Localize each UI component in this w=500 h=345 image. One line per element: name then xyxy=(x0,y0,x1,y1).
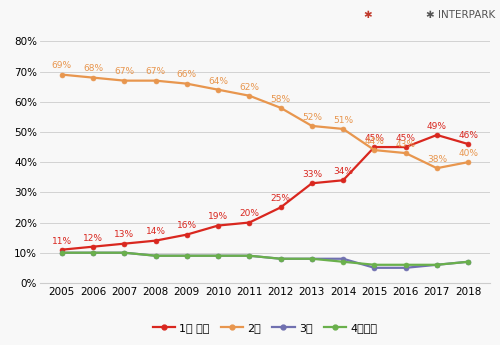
Text: 38%: 38% xyxy=(427,155,447,164)
1인 관객 xyxy=(246,220,252,225)
Text: 62%: 62% xyxy=(240,82,260,91)
4인이상 xyxy=(246,254,252,258)
2인 xyxy=(184,81,190,86)
2인 xyxy=(434,166,440,170)
Text: 11%: 11% xyxy=(52,237,72,246)
3인 xyxy=(246,254,252,258)
4인이상 xyxy=(59,250,65,255)
Line: 4인이상: 4인이상 xyxy=(60,250,470,267)
4인이상 xyxy=(122,250,128,255)
3인 xyxy=(215,254,221,258)
2인 xyxy=(278,106,283,110)
1인 관객 xyxy=(215,224,221,228)
Text: 43%: 43% xyxy=(396,140,415,149)
2인 xyxy=(59,72,65,77)
4인이상 xyxy=(278,257,283,261)
Text: 51%: 51% xyxy=(333,116,353,125)
Text: 12%: 12% xyxy=(83,234,103,243)
4인이상 xyxy=(372,263,378,267)
Text: 69%: 69% xyxy=(52,61,72,70)
1인 관객 xyxy=(465,142,471,146)
2인 xyxy=(246,93,252,98)
3인 xyxy=(278,257,283,261)
1인 관객 xyxy=(184,233,190,237)
3인 xyxy=(90,250,96,255)
1인 관객 xyxy=(372,145,378,149)
Text: 45%: 45% xyxy=(364,134,384,143)
3인 xyxy=(465,260,471,264)
4인이상 xyxy=(90,250,96,255)
1인 관객 xyxy=(152,239,158,243)
1인 관객 xyxy=(90,245,96,249)
Text: 13%: 13% xyxy=(114,230,134,239)
Text: 49%: 49% xyxy=(427,122,447,131)
2인 xyxy=(90,76,96,80)
4인이상 xyxy=(184,254,190,258)
Text: 67%: 67% xyxy=(146,68,166,77)
Text: 68%: 68% xyxy=(83,65,103,73)
4인이상 xyxy=(309,257,315,261)
Text: 25%: 25% xyxy=(270,194,290,203)
Text: 33%: 33% xyxy=(302,170,322,179)
Text: 67%: 67% xyxy=(114,68,134,77)
4인이상 xyxy=(215,254,221,258)
4인이상 xyxy=(465,260,471,264)
3인 xyxy=(122,250,128,255)
Text: 19%: 19% xyxy=(208,213,228,221)
2인 xyxy=(465,160,471,164)
3인 xyxy=(372,266,378,270)
2인 xyxy=(309,124,315,128)
Line: 3인: 3인 xyxy=(60,250,470,270)
Text: ✱ INTERPARK: ✱ INTERPARK xyxy=(426,10,495,20)
1인 관객 xyxy=(278,205,283,209)
2인 xyxy=(340,127,346,131)
3인 xyxy=(434,263,440,267)
Line: 1인 관객: 1인 관객 xyxy=(60,132,470,252)
4인이상 xyxy=(340,260,346,264)
1인 관객 xyxy=(402,145,408,149)
Text: 58%: 58% xyxy=(270,95,290,103)
Text: 64%: 64% xyxy=(208,77,228,86)
1인 관객 xyxy=(434,133,440,137)
4인이상 xyxy=(152,254,158,258)
Text: 66%: 66% xyxy=(177,70,197,79)
Text: 52%: 52% xyxy=(302,113,322,122)
Text: 44%: 44% xyxy=(364,137,384,146)
Text: 16%: 16% xyxy=(177,221,197,230)
Text: 34%: 34% xyxy=(333,167,353,176)
1인 관객 xyxy=(122,241,128,246)
3인 xyxy=(184,254,190,258)
Text: 45%: 45% xyxy=(396,134,415,143)
3인 xyxy=(402,266,408,270)
2인 xyxy=(402,151,408,155)
3인 xyxy=(340,257,346,261)
1인 관객 xyxy=(340,178,346,182)
1인 관객 xyxy=(59,248,65,252)
3인 xyxy=(59,250,65,255)
4인이상 xyxy=(434,263,440,267)
Legend: 1인 관객, 2인, 3인, 4인이상: 1인 관객, 2인, 3인, 4인이상 xyxy=(148,319,382,338)
3인 xyxy=(309,257,315,261)
2인 xyxy=(372,148,378,152)
3인 xyxy=(152,254,158,258)
Text: 14%: 14% xyxy=(146,227,166,236)
Text: 20%: 20% xyxy=(240,209,260,218)
2인 xyxy=(215,88,221,92)
Line: 2인: 2인 xyxy=(60,72,470,171)
Text: 46%: 46% xyxy=(458,131,478,140)
Text: ✱: ✱ xyxy=(364,10,372,20)
2인 xyxy=(122,79,128,83)
Text: 40%: 40% xyxy=(458,149,478,158)
4인이상 xyxy=(402,263,408,267)
1인 관객 xyxy=(309,181,315,185)
2인 xyxy=(152,79,158,83)
